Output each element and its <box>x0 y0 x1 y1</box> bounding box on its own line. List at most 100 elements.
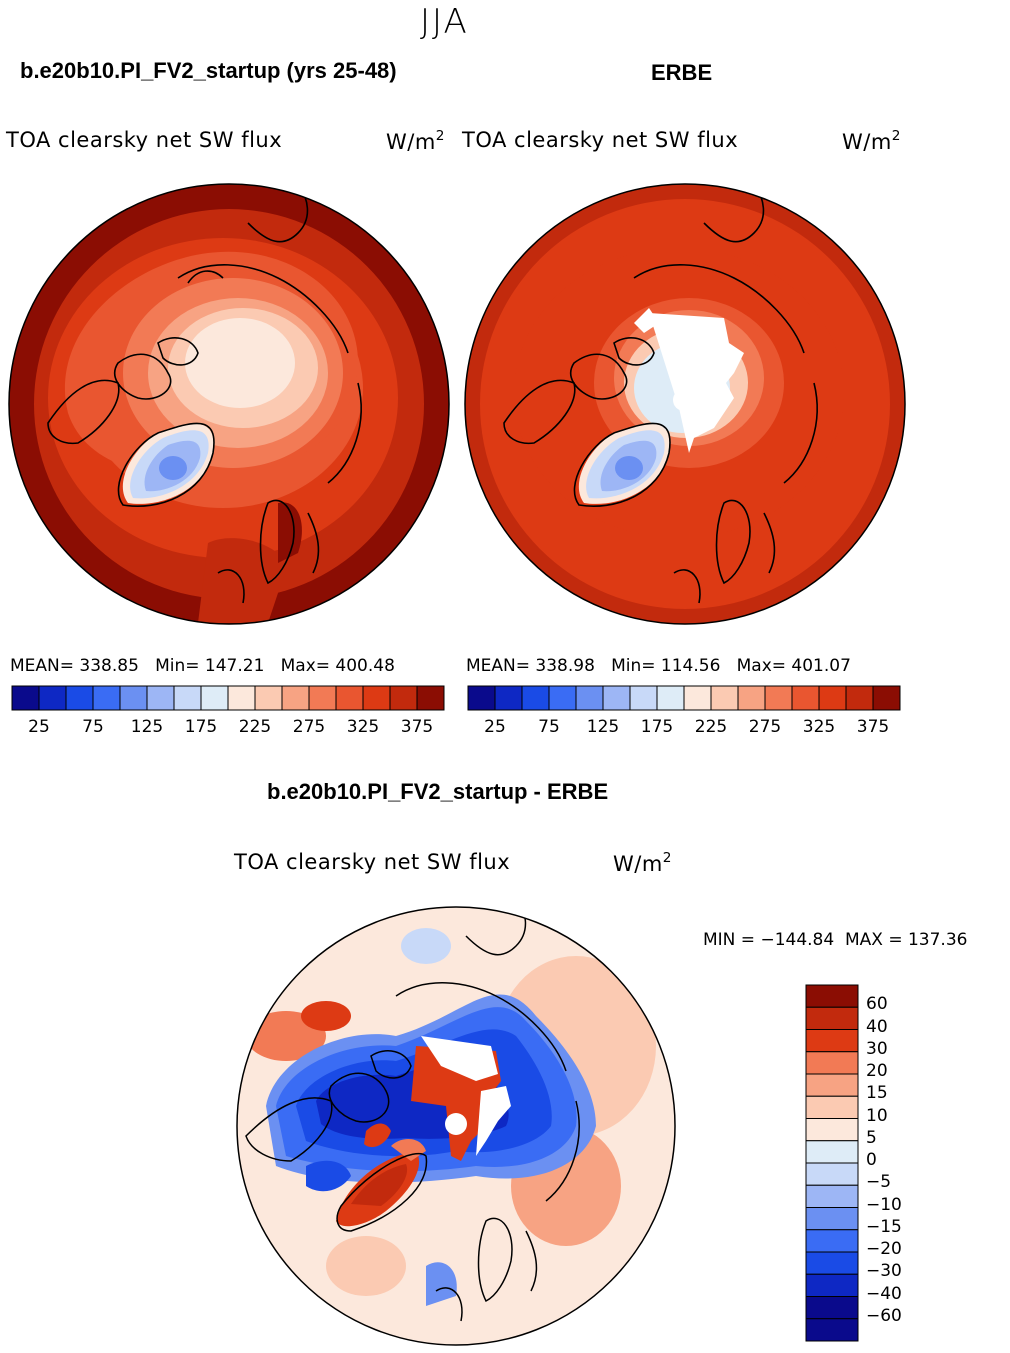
season-title: JJA <box>420 2 469 42</box>
colorbar-tick-label: −15 <box>866 1216 902 1237</box>
colorbar-swatch <box>805 1140 859 1164</box>
colorbar-swatch <box>805 1229 859 1253</box>
colorbar-swatch <box>335 685 364 711</box>
panel1-case-title: b.e20b10.PI_FV2_startup (yrs 25-48) <box>20 58 397 83</box>
colorbar-tick-label: 15 <box>866 1083 888 1104</box>
colorbar-swatch <box>575 685 604 711</box>
colorbar-swatch <box>805 1318 859 1342</box>
colorbar-tick-label: 40 <box>866 1016 888 1037</box>
panel1-units: W/m2 <box>386 128 445 154</box>
colorbar-swatch <box>467 685 496 711</box>
colorbar-swatch <box>805 1095 859 1119</box>
colorbar-swatch <box>416 685 445 711</box>
colorbar-swatch <box>602 685 631 711</box>
colorbar-swatch <box>362 685 391 711</box>
colorbar-swatch <box>764 685 793 711</box>
colorbar-tick-label: 225 <box>238 717 272 737</box>
colorbar-tick-label: −10 <box>866 1194 902 1215</box>
colorbar-tick-label: 10 <box>866 1105 888 1126</box>
colorbar-swatch <box>845 685 874 711</box>
colorbar-tick-label: 225 <box>694 717 728 737</box>
colorbar-tick-label: 325 <box>802 717 836 737</box>
polar-map-difference <box>236 906 676 1346</box>
polar-map-obs <box>464 183 906 625</box>
colorbar-swatch <box>805 1251 859 1275</box>
colorbar-tick-label: 175 <box>640 717 674 737</box>
colorbar-tick-label: 175 <box>184 717 218 737</box>
colorbar-swatch <box>521 685 550 711</box>
colorbar-tick-label: 275 <box>748 717 782 737</box>
colorbar-obs-ticks: 25 75 125 175 225 275 325 375 <box>468 717 900 739</box>
colorbar-swatch <box>65 685 94 711</box>
colorbar-tick-label: 25 <box>484 717 506 737</box>
colorbar-tick-label: −60 <box>866 1305 902 1326</box>
colorbar-swatch <box>805 1162 859 1186</box>
diff-title: b.e20b10.PI_FV2_startup - ERBE <box>267 779 609 804</box>
colorbar-tick-label: −30 <box>866 1261 902 1282</box>
colorbar-swatch <box>119 685 148 711</box>
panel2-case-title: ERBE <box>651 60 713 85</box>
polar-map-model <box>8 183 450 625</box>
colorbar-swatch <box>805 1073 859 1097</box>
colorbar-tick-label: 5 <box>866 1127 877 1148</box>
colorbar-tick-label: 20 <box>866 1061 888 1081</box>
colorbar-swatch <box>200 685 229 711</box>
colorbar-tick-label: 125 <box>130 717 164 737</box>
colorbar-tick-label: 75 <box>538 717 560 737</box>
colorbar-tick-label: 275 <box>292 717 326 737</box>
colorbar-tick-label: −20 <box>866 1239 902 1259</box>
colorbar-swatch <box>38 685 67 711</box>
panel1-field-label: TOA clearsky net SW flux <box>6 128 283 152</box>
colorbar-swatch <box>548 685 577 711</box>
colorbar-model <box>11 685 445 711</box>
colorbar-swatch <box>805 1006 859 1030</box>
panel2-field-label: TOA clearsky net SW flux <box>462 128 739 152</box>
colorbar-swatch <box>173 685 202 711</box>
panel1-stats: MEAN= 338.85 Min= 147.21 Max= 400.48 <box>10 656 395 676</box>
colorbar-swatch <box>710 685 739 711</box>
panel2-stats: MEAN= 338.98 Min= 114.56 Max= 401.07 <box>466 656 851 676</box>
colorbar-swatch <box>146 685 175 711</box>
colorbar-swatch <box>683 685 712 711</box>
colorbar-tick-label: 60 <box>866 994 888 1015</box>
colorbar-swatch <box>227 685 256 711</box>
colorbar-swatch <box>629 685 658 711</box>
colorbar-swatch <box>308 685 337 711</box>
colorbar-tick-label: 30 <box>866 1038 888 1059</box>
colorbar-swatch <box>281 685 310 711</box>
colorbar-swatch <box>389 685 418 711</box>
colorbar-tick-label: 375 <box>856 717 890 737</box>
colorbar-tick-label: −5 <box>866 1172 892 1193</box>
colorbar-swatch <box>805 1184 859 1208</box>
colorbar-tick-label: 25 <box>28 717 50 737</box>
colorbar-swatch <box>805 1296 859 1320</box>
colorbar-swatch <box>872 685 901 711</box>
colorbar-tick-label: 375 <box>400 717 434 737</box>
colorbar-swatch <box>805 1118 859 1142</box>
colorbar-swatch <box>92 685 121 711</box>
colorbar-swatch <box>818 685 847 711</box>
colorbar-tick-label: 325 <box>346 717 380 737</box>
colorbar-swatch <box>656 685 685 711</box>
colorbar-tick-label: 0 <box>866 1150 877 1170</box>
colorbar-swatch <box>805 1051 859 1075</box>
colorbar-model-ticks: 25 75 125 175 225 275 325 375 <box>12 717 444 739</box>
diff-stats: MIN = −144.84 MAX = 137.36 <box>703 930 968 950</box>
colorbar-swatch <box>805 984 859 1008</box>
colorbar-swatch <box>254 685 283 711</box>
diff-field-label: TOA clearsky net SW flux <box>234 850 511 874</box>
colorbar-difference <box>805 984 859 1342</box>
colorbar-swatch <box>791 685 820 711</box>
diff-units: W/m2 <box>613 850 672 876</box>
colorbar-swatch <box>805 1207 859 1231</box>
panel2-units: W/m2 <box>842 128 901 154</box>
colorbar-obs <box>467 685 901 711</box>
colorbar-tick-label: 75 <box>82 717 104 737</box>
colorbar-swatch <box>805 1273 859 1297</box>
colorbar-tick-label: 125 <box>586 717 620 737</box>
colorbar-swatch <box>805 1029 859 1053</box>
colorbar-swatch <box>494 685 523 711</box>
colorbar-swatch <box>737 685 766 711</box>
colorbar-difference-ticks: 60 40 30 20 15 10 5 0 −5 −10 −15 −20 −30 −40 −60 <box>866 985 926 1341</box>
colorbar-tick-label: −40 <box>866 1283 902 1304</box>
